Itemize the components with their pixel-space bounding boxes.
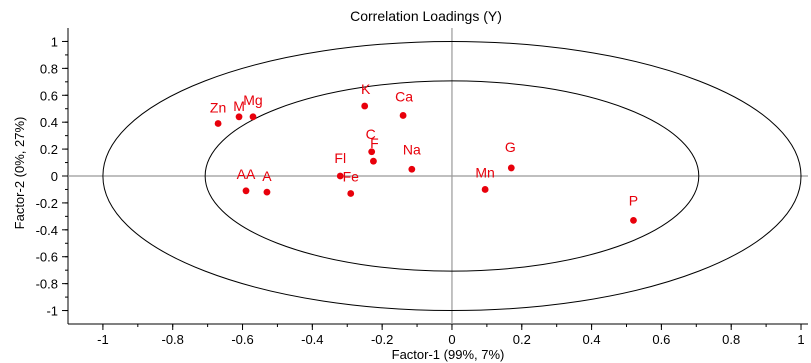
x-tick-label: 0.4 [583,332,601,347]
data-point-aa [242,187,250,195]
plot-area: -1 -0.8 -0.6 -0.4 -0.2 0 0.2 0.4 0.6 0.8 1 1 0.8 0.6 0… [36,28,808,347]
data-point-mg [249,113,257,121]
data-point-zn [214,120,222,127]
point-label-p: P [629,192,638,208]
point-label-a: A [262,168,272,184]
point-label-mn: Mn [475,164,494,180]
y-tick-label: 0.4 [40,115,58,130]
point-label-aa: AA [237,166,256,182]
x-tick-label: 0.6 [652,332,670,347]
data-point-ca [399,112,407,119]
point-label-c: C [366,126,376,142]
data-point-k [361,102,369,110]
point-label-f: F [370,135,379,151]
y-tick-label: -0.8 [36,277,58,292]
y-tick-label: -0.4 [36,223,58,238]
point-label-g: G [505,139,516,155]
y-tick-label: 1 [51,34,58,49]
x-tick-label: -1 [97,332,109,347]
y-axis-title: Factor-2 (0%, 27%) [12,117,27,230]
data-point-p [630,217,637,224]
data-point-na [408,165,416,173]
chart-title: Correlation Loadings (Y) [350,8,502,24]
point-label-m: M [233,98,245,114]
point-label-fl: Fl [334,150,346,166]
y-tick-label: 0.6 [40,88,58,103]
data-point-g [507,164,515,172]
y-tick-label: 0.2 [40,142,58,157]
x-tick-label: 0 [448,332,455,347]
y-tick-label: 0.8 [40,61,58,76]
x-tick-label: 1 [797,332,804,347]
point-label-zn: Zn [210,100,226,116]
point-label-mg: Mg [243,92,262,108]
x-tick-label: -0.6 [231,332,253,347]
y-tick-label: 0 [51,169,58,184]
y-tick-label: -0.2 [36,196,58,211]
data-point-m [235,113,243,121]
x-tick-label: 0.8 [722,332,740,347]
x-axis-title: Factor-1 (99%, 7%) [392,347,505,362]
point-label-na: Na [403,141,421,157]
point-label-fe: Fe [343,168,360,184]
data-point-a [263,188,271,196]
x-tick-label: -0.2 [371,332,393,347]
point-label-k: K [361,81,371,97]
y-tick-label: -0.6 [36,250,58,265]
data-point-fl [336,172,344,180]
x-tick-label: -0.8 [162,332,184,347]
x-tick-label: 0.2 [513,332,531,347]
inner-correlation-circle [204,80,700,272]
y-tick-label: -1 [46,304,58,319]
data-point-c [368,148,376,156]
x-tick-label: -0.4 [301,332,323,347]
data-point-f [370,157,377,165]
data-point-fe [347,190,355,197]
point-label-ca: Ca [395,88,413,104]
outer-correlation-circle [102,40,802,312]
data-point-mn [481,186,489,193]
